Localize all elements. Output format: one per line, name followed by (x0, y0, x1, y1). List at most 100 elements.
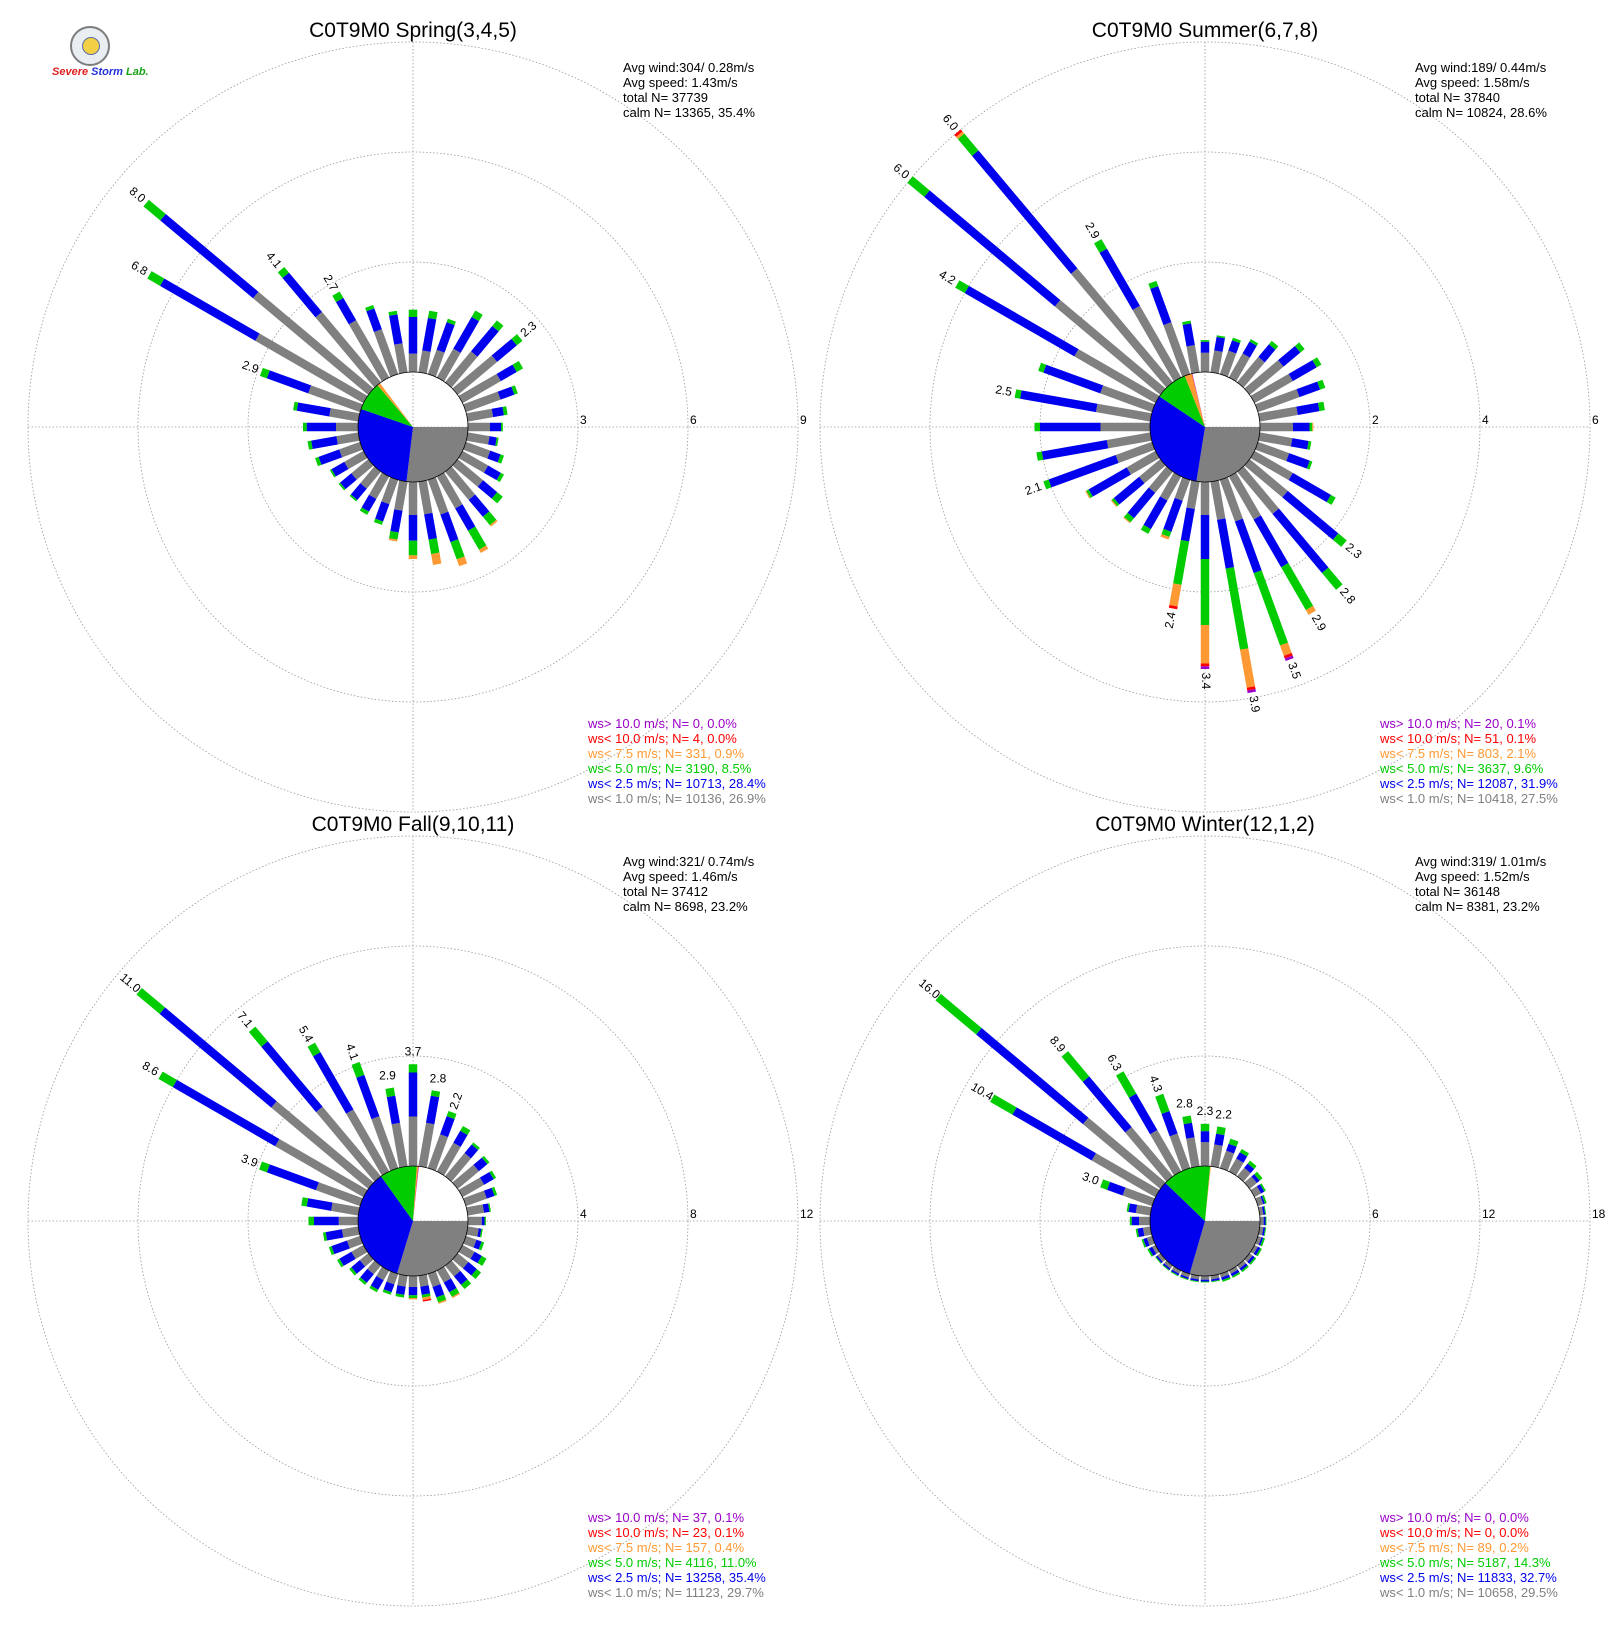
stats-line: total N= 37412 (623, 884, 708, 899)
bar-segment-200-2 (382, 1289, 392, 1295)
bar-segment-250-0 (346, 1235, 363, 1249)
bar-segment-210-0 (368, 472, 390, 499)
legend-entry: ws< 1.0 m/s; N= 10658, 29.5% (1379, 1585, 1558, 1600)
bar-segment-130-1 (477, 480, 498, 499)
bar-segment-320-1 (282, 272, 322, 318)
bar-segment-240-2 (329, 469, 336, 478)
bar-segment-200-2 (1161, 528, 1172, 537)
bar-segment-190-1 (1180, 507, 1195, 542)
bar-segment-280-2 (301, 1197, 309, 1207)
calm-pie-slice-2 (361, 385, 413, 427)
bar-segment-160-1 (432, 1284, 445, 1298)
bar-segment-60-0 (1250, 373, 1293, 404)
bar-segment-300-0 (255, 333, 368, 404)
bar-segment-110-2 (1260, 1237, 1266, 1247)
calm-pie-slice-0 (1189, 1221, 1260, 1276)
bar-segment-170-0 (418, 480, 433, 515)
bar-segment-280-0 (331, 1202, 360, 1216)
bar-segment-220-1 (350, 483, 367, 500)
bar-segment-120-2 (477, 1255, 487, 1266)
legend-entry: ws< 7.5 m/s; N= 157, 0.4% (587, 1540, 745, 1555)
bar-segment-220-0 (1148, 466, 1173, 493)
bar-segment-220-3 (1123, 516, 1131, 524)
bar-segment-10-1 (1214, 1133, 1225, 1146)
bar-segment-330-0 (1149, 1129, 1182, 1176)
bar-value-label: 2.7 (320, 272, 341, 294)
bar-segment-130-2 (1332, 533, 1347, 547)
bar-segment-210-1 (1171, 1269, 1180, 1276)
bar-segment-310-1 (976, 1028, 1089, 1125)
bar-segment-310-2 (143, 199, 166, 221)
bar-value-label: 4.1 (263, 249, 285, 271)
calm-circle (357, 371, 469, 483)
legend-entry: ws< 2.5 m/s; N= 10713, 28.4% (587, 776, 766, 791)
bar-segment-60-2 (1260, 1183, 1266, 1192)
bar-segment-130-1 (1247, 1255, 1255, 1264)
bar-segment-150-2 (1281, 563, 1314, 611)
bar-segment-320-1 (971, 150, 1078, 274)
bar-segment-170-1 (1217, 518, 1235, 569)
bar-segment-230-3 (1110, 499, 1118, 507)
bar-segment-350-2 (1182, 1115, 1192, 1125)
bar-segment-300-2 (955, 280, 969, 294)
bar-segment-350-1 (1182, 323, 1195, 347)
bar-segment-190-0 (1186, 480, 1200, 509)
bar-segment-280-0 (1135, 1204, 1152, 1216)
ring-label: 12 (1482, 1207, 1496, 1221)
bar-segment-60-1 (496, 364, 517, 382)
bar-segment-170-3 (431, 552, 442, 565)
bar-segment-150-0 (436, 472, 463, 509)
bar-segment-120-2 (1326, 494, 1336, 505)
bar-segment-280-2 (1014, 389, 1022, 399)
bar-segment-30-2 (471, 310, 483, 322)
bar-segment-290-0 (308, 385, 363, 413)
calm-pie-slice-2 (380, 1166, 417, 1221)
bar-segment-340-2 (351, 1061, 365, 1078)
bar-segment-160-1 (1234, 518, 1262, 574)
bar-value-label: 6.0 (891, 160, 913, 182)
bar-segment-170-1 (424, 512, 437, 540)
bar-segment-30-0 (1228, 1158, 1244, 1176)
calm-pie-slice-4 (413, 1166, 419, 1221)
bar-segment-10-0 (1210, 1144, 1223, 1168)
bar-segment-280-2 (293, 401, 299, 411)
bar-segment-350-0 (1186, 1137, 1200, 1168)
bar-segment-160-3 (1280, 642, 1292, 656)
bar-segment-160-5 (1284, 655, 1294, 662)
bar-segment-330-1 (1128, 1093, 1158, 1135)
bar-segment-60-1 (1256, 1184, 1265, 1194)
bar-segment-30-2 (1249, 339, 1259, 346)
bar-segment-80-0 (466, 1204, 485, 1216)
bar-segment-20-0 (1219, 1150, 1235, 1171)
ring-label: 2 (1372, 413, 1379, 427)
stats-line: calm N= 10824, 28.6% (1415, 105, 1547, 120)
bar-segment-280-1 (1020, 390, 1098, 413)
calm-pie-slice-2 (1159, 375, 1205, 427)
ring-label: 9 (800, 413, 807, 427)
bar-segment-230-0 (1139, 459, 1166, 484)
bar-segment-40-1 (464, 1144, 479, 1159)
bar-value-label: 6.0 (940, 111, 962, 133)
bar-segment-250-2 (315, 456, 322, 467)
bar-segment-250-0 (1115, 441, 1155, 463)
calm-pie-slice-1 (358, 409, 413, 482)
bar-segment-150-2 (449, 1287, 460, 1297)
bar-segment-210-1 (1143, 496, 1168, 530)
bar-segment-340-0 (371, 1116, 399, 1171)
bar-segment-20-1 (436, 322, 455, 353)
bar-segment-330-2 (1116, 1071, 1137, 1098)
bar-segment-200-0 (1180, 1271, 1191, 1278)
bar-segment-10-0 (418, 350, 431, 374)
bar-value-label: 2.4 (1162, 610, 1179, 629)
bar-segment-320-2 (277, 266, 289, 279)
bar-segment-60-1 (479, 1171, 494, 1185)
stats-line: Avg wind:189/ 0.44m/s (1415, 60, 1547, 75)
bar-segment-40-2 (1247, 1160, 1257, 1169)
bar-segment-120-1 (470, 1251, 482, 1264)
bar-segment-200-1 (375, 501, 390, 522)
bar-segment-120-1 (1253, 1246, 1261, 1256)
bar-segment-240-2 (1086, 489, 1093, 499)
bar-segment-20-2 (446, 318, 456, 326)
bar-segment-320-2 (1061, 1051, 1090, 1082)
